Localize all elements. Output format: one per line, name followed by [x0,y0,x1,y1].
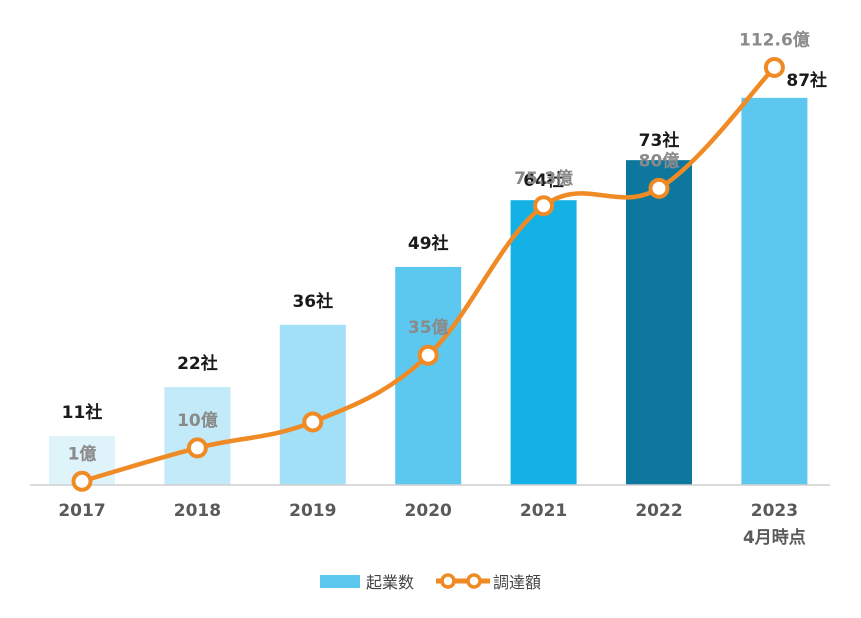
line-marker-2017 [71,470,93,492]
legend-swatch-marker-2 [466,573,482,589]
line-series [71,56,785,492]
bar-2022 [626,160,692,485]
legend: 起業数 調達額 [320,573,541,592]
line-marker-2019 [302,411,324,433]
x-tick-2023: 2023 [751,501,798,521]
line-label-2018: 10億 [177,410,218,431]
line-marker-2020 [417,344,439,366]
line-label-2017: 1億 [68,443,97,464]
bar-label-2023: 87社 [786,70,827,91]
x-tick-2017: 2017 [58,501,105,521]
x-tick-labels: 2017 2018 2019 2020 2021 2022 2023 4月時点 [58,501,805,548]
x-tick-sublabel-2023: 4月時点 [743,527,806,548]
line-marker-2022 [648,177,670,199]
bar-label-2017: 11社 [62,402,103,423]
bar-label-2022: 73社 [639,130,680,151]
bar-label-2021: 64社 [523,170,564,191]
legend-label-bar: 起業数 [366,573,414,592]
bar-label-2019: 36社 [292,291,333,312]
x-tick-2021: 2021 [520,501,567,521]
legend-label-line: 調達額 [493,573,541,592]
bar-label-2018: 22社 [177,353,218,374]
line-label-2020: 35億 [408,317,449,338]
bar-label-2020: 49社 [408,233,449,254]
bar-2018 [164,387,231,485]
x-tick-2018: 2018 [174,501,221,521]
line-label-2021: 75.3億 [514,168,573,189]
legend-swatch-bar [320,575,360,588]
bar-2021 [510,200,577,485]
line-data-labels: 1億 10億 35億 75.3億 80億 112.6億 [68,29,810,464]
x-tick-2020: 2020 [405,501,452,521]
x-tick-2019: 2019 [289,501,336,521]
bar-data-labels: 11社 22社 36社 49社 64社 73社 87社 [62,70,827,423]
line-label-2023: 112.6億 [739,29,810,50]
x-tick-2022: 2022 [635,501,682,521]
bar-2019 [279,324,346,485]
bar-2023 [741,97,808,485]
bar-series [49,97,808,485]
line-marker-2018 [186,437,208,459]
line-marker-2023 [763,56,785,78]
line-marker-2021 [533,195,555,217]
legend-swatch-marker-1 [440,573,456,589]
line-label-2022: 80億 [639,150,680,171]
